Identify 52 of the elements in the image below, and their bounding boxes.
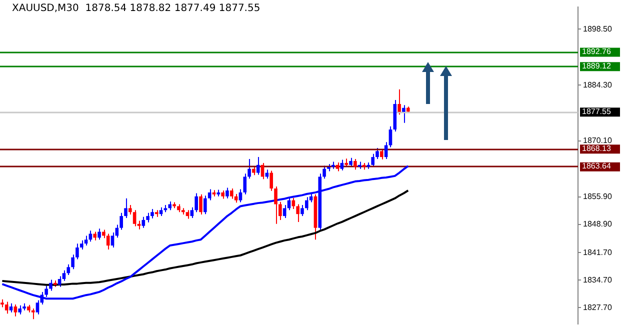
y-tick-label: 1827.70 <box>583 302 612 312</box>
candlestick <box>300 204 304 217</box>
candlestick <box>110 232 114 248</box>
candlestick <box>128 204 132 215</box>
candlestick <box>398 88 401 116</box>
candlestick <box>340 159 344 171</box>
y-tick-label: 1855.90 <box>583 192 612 201</box>
candlestick <box>349 157 352 168</box>
candlestick <box>354 158 357 170</box>
ref-line-label: 1892.76 <box>582 47 612 56</box>
candlestick <box>9 302 13 313</box>
candlestick <box>199 194 202 215</box>
candlestick <box>230 188 234 200</box>
y-tick-label: 1870.10 <box>583 136 612 146</box>
y-tick-label: 1884.30 <box>583 80 612 90</box>
candlestick <box>49 279 52 292</box>
ref-line-label: 1877.55 <box>582 106 612 116</box>
ref-line-label: 1863.64 <box>582 162 612 171</box>
candlestick <box>380 148 384 160</box>
y-tick-label: 1834.70 <box>583 275 612 284</box>
candlestick <box>124 198 128 219</box>
ref-line-label: 1889.12 <box>582 61 612 70</box>
candlestick <box>384 142 388 160</box>
candlestick <box>204 195 207 215</box>
candlestick <box>402 104 406 124</box>
ref-line-label: 1868.13 <box>582 144 612 153</box>
candlestick <box>142 216 146 228</box>
candlestick <box>270 170 274 192</box>
y-tick-label: 1898.50 <box>583 24 612 34</box>
candlestick <box>58 276 62 288</box>
y-tick-label: 1848.90 <box>583 220 612 229</box>
candlestick <box>282 204 286 219</box>
candlestick <box>256 156 260 176</box>
candlestick <box>18 304 22 315</box>
y-tick-label: 1841.70 <box>583 248 612 257</box>
candlestick <box>31 308 35 320</box>
candlestick <box>243 173 247 195</box>
candlestick <box>150 208 154 219</box>
candlestick <box>132 210 136 227</box>
candlestick <box>14 304 18 317</box>
candlestick <box>296 204 300 222</box>
candlestick <box>304 196 308 211</box>
candlestick <box>4 301 8 314</box>
candlestick <box>226 187 229 199</box>
candlestick <box>84 235 88 246</box>
candlestick <box>88 230 92 242</box>
candlestick <box>80 240 84 250</box>
candlestick <box>98 228 101 240</box>
candlestick <box>208 188 212 201</box>
chart-title: XAUUSD,M30 1878.54 1878.82 1877.49 1877.55 <box>12 3 260 14</box>
candlestick <box>106 233 110 250</box>
candlestick <box>238 188 242 203</box>
